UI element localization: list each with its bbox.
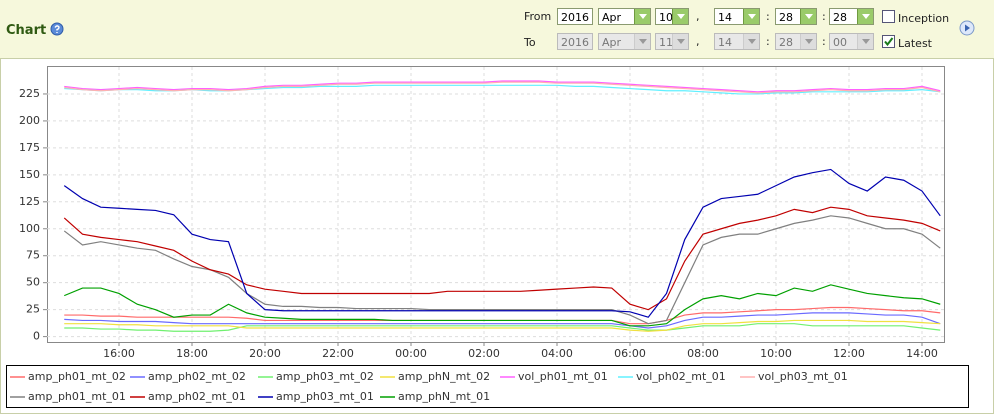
checkbox[interactable] bbox=[882, 35, 895, 48]
x-tick-label: 18:00 bbox=[176, 347, 208, 360]
y-tick-label: 175 bbox=[19, 141, 40, 154]
legend-label: amp_ph01_mt_01 bbox=[28, 390, 126, 403]
to-year: 2016 bbox=[557, 33, 593, 50]
legend-label: amp_ph02_mt_02 bbox=[148, 370, 246, 383]
to-minute: 28 bbox=[775, 33, 817, 50]
check-mark bbox=[884, 37, 894, 47]
y-tick-label: 75 bbox=[26, 249, 40, 262]
checkbox-label: Latest bbox=[898, 37, 932, 50]
series-line bbox=[64, 284, 941, 327]
go-button[interactable] bbox=[959, 20, 975, 36]
x-tick-label: 00:00 bbox=[395, 347, 427, 360]
legend bbox=[6, 365, 969, 408]
from-year[interactable]: 2016 bbox=[557, 8, 593, 25]
checkbox[interactable] bbox=[882, 10, 895, 23]
legend-label: vol_ph02_mt_01 bbox=[636, 370, 726, 383]
series-line bbox=[64, 84, 941, 95]
y-tick-label: 200 bbox=[19, 114, 40, 127]
x-tick-label: 10:00 bbox=[760, 347, 792, 360]
value: 11 bbox=[659, 36, 673, 49]
to-month: Apr bbox=[598, 33, 651, 50]
separator: : bbox=[822, 10, 826, 23]
from-minute[interactable]: 28 bbox=[775, 8, 817, 25]
from-second[interactable]: 28 bbox=[829, 8, 874, 25]
to-hour: 14 bbox=[714, 33, 760, 50]
series-line bbox=[64, 319, 941, 332]
separator: , bbox=[696, 35, 700, 48]
value: Apr bbox=[602, 36, 622, 49]
value: 14 bbox=[718, 11, 732, 24]
legend-label: amp_ph03_mt_02 bbox=[276, 370, 374, 383]
value: Apr bbox=[602, 11, 622, 24]
legend-label: vol_ph01_mt_01 bbox=[518, 370, 608, 383]
series-line bbox=[64, 81, 941, 94]
x-tick-label: 08:00 bbox=[687, 347, 719, 360]
legend-label: amp_phN_mt_01 bbox=[398, 390, 490, 403]
to-second: 00 bbox=[829, 33, 874, 50]
legend-label: amp_phN_mt_02 bbox=[398, 370, 490, 383]
series-line bbox=[64, 312, 941, 329]
series-line bbox=[64, 323, 941, 332]
help-icon[interactable] bbox=[50, 22, 64, 36]
y-tick-label: 125 bbox=[19, 195, 40, 208]
x-tick-label: 04:00 bbox=[541, 347, 573, 360]
x-tick-label: 02:00 bbox=[468, 347, 500, 360]
checkbox-label: Inception bbox=[898, 12, 950, 25]
value: 14 bbox=[718, 36, 732, 49]
legend-label: amp_ph03_mt_01 bbox=[276, 390, 374, 403]
legend-label: amp_ph02_mt_01 bbox=[148, 390, 246, 403]
separator: , bbox=[696, 10, 700, 23]
separator: : bbox=[766, 10, 770, 23]
x-tick-label: 06:00 bbox=[614, 347, 646, 360]
x-tick-label: 22:00 bbox=[322, 347, 354, 360]
to-day: 11 bbox=[655, 33, 689, 50]
x-tick-label: 20:00 bbox=[249, 347, 281, 360]
y-tick-label: 150 bbox=[19, 168, 40, 181]
separator: : bbox=[766, 35, 770, 48]
to-label: To bbox=[524, 36, 536, 49]
value: 10 bbox=[659, 11, 673, 24]
y-tick-label: 50 bbox=[26, 276, 40, 289]
from-label: From bbox=[524, 10, 552, 23]
value: 28 bbox=[779, 36, 793, 49]
value: 28 bbox=[779, 11, 793, 24]
y-tick-label: 225 bbox=[19, 87, 40, 100]
from-day[interactable]: 10 bbox=[655, 8, 689, 25]
plot-area bbox=[47, 66, 945, 343]
series-line bbox=[63, 206, 941, 311]
panel-title: Chart bbox=[6, 23, 47, 38]
y-tick-label: 0 bbox=[33, 330, 40, 343]
from-month[interactable]: Apr bbox=[598, 8, 651, 25]
y-tick-label: 100 bbox=[19, 222, 40, 235]
x-tick-label: 16:00 bbox=[103, 347, 135, 360]
value: 00 bbox=[833, 36, 847, 49]
y-tick-label: 25 bbox=[26, 303, 40, 316]
series-line bbox=[64, 80, 941, 93]
series-line bbox=[63, 168, 941, 318]
from-hour[interactable]: 14 bbox=[714, 8, 760, 25]
x-tick-label: 14:00 bbox=[906, 347, 938, 360]
separator: : bbox=[822, 35, 826, 48]
legend-label: amp_ph01_mt_02 bbox=[28, 370, 126, 383]
x-tick-label: 12:00 bbox=[833, 347, 865, 360]
legend-label: vol_ph03_mt_01 bbox=[758, 370, 848, 383]
value: 28 bbox=[833, 11, 847, 24]
